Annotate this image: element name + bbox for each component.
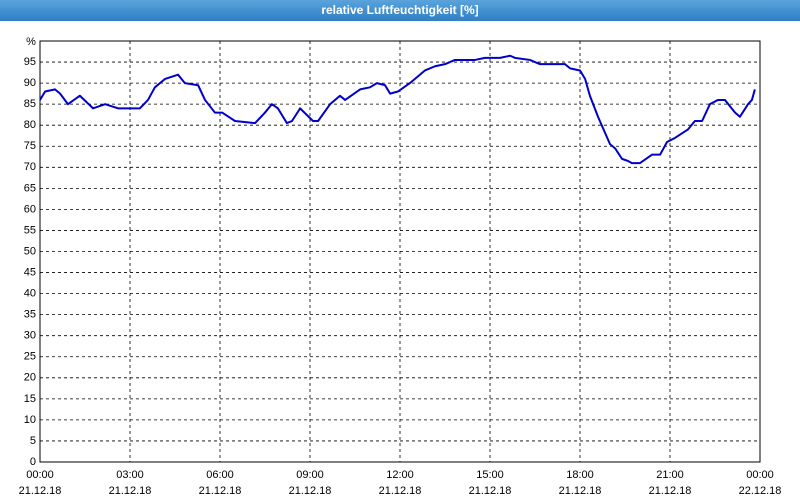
x-tick-date: 21.12.18 <box>199 485 242 497</box>
x-tick-label: 21:00 <box>656 469 684 481</box>
y-axis-label: % <box>26 36 36 48</box>
x-tick-label: 09:00 <box>296 469 324 481</box>
x-tick-date: 22.12.18 <box>739 485 782 497</box>
x-tick-date: 21.12.18 <box>649 485 692 497</box>
x-tick-date: 21.12.18 <box>469 485 512 497</box>
x-tick-date: 21.12.18 <box>559 485 602 497</box>
y-tick-label: 80 <box>24 119 36 131</box>
y-tick-label: 5 <box>30 435 36 447</box>
y-tick-label: 20 <box>24 372 36 384</box>
y-tick-label: 60 <box>24 203 36 215</box>
y-tick-label: 10 <box>24 414 36 426</box>
chart: % 0 5 10 15 20 25 30 35 40 45 50 55 60 65 70 75 80 85 90 95… <box>19 36 782 497</box>
x-tick-label: 15:00 <box>476 469 504 481</box>
x-tick-label: 06:00 <box>206 469 234 481</box>
y-tick-label: 30 <box>24 330 36 342</box>
y-tick-label: 35 <box>24 309 36 321</box>
x-tick-label: 18:00 <box>566 469 594 481</box>
x-tick-label: 12:00 <box>386 469 414 481</box>
data-line <box>39 54 756 165</box>
y-tick-label: 55 <box>24 224 36 236</box>
x-tick-date: 21.12.18 <box>379 485 422 497</box>
y-tick-label: 45 <box>24 266 36 278</box>
y-tick-label: 85 <box>24 98 36 110</box>
y-tick-label: 75 <box>24 140 36 152</box>
y-tick-label: 40 <box>24 288 36 300</box>
y-tick-label: 65 <box>24 182 36 194</box>
y-tick-label: 90 <box>24 77 36 89</box>
x-tick-label: 00:00 <box>746 469 774 481</box>
title-bar: relative Luftfeuchtigkeit [%] <box>0 0 800 21</box>
y-tick-label: 15 <box>24 393 36 405</box>
y-tick-label: 0 <box>30 456 36 468</box>
y-tick-label: 50 <box>24 245 36 257</box>
x-tick-label: 00:00 <box>26 469 54 481</box>
x-tick-date: 21.12.18 <box>19 485 62 497</box>
y-tick-label: 70 <box>24 161 36 173</box>
y-tick-label: 95 <box>24 56 36 68</box>
x-tick-date: 21.12.18 <box>109 485 152 497</box>
y-tick-label: 25 <box>24 351 36 363</box>
x-tick-date: 21.12.18 <box>289 485 332 497</box>
x-tick-label: 03:00 <box>116 469 144 481</box>
